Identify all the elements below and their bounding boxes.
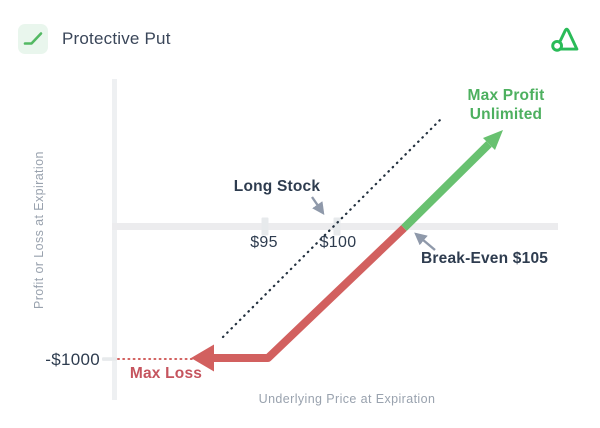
max-profit-line1: Max Profit	[467, 87, 545, 104]
payoff-shape-icon	[18, 24, 48, 54]
long-stock-dotted-line	[221, 115, 445, 339]
y-tick-neg1000	[102, 357, 117, 361]
page-title: Protective Put	[62, 29, 171, 48]
break-even-annotation: Break-Even $105	[421, 250, 549, 267]
max-loss-annotation: Max Loss	[129, 365, 203, 382]
max-profit-arrowhead	[483, 130, 503, 150]
max-loss-arrowhead	[191, 344, 214, 372]
x-tick-label-95: $95	[250, 234, 278, 251]
long-stock-pointer-arrow	[311, 196, 325, 215]
long-stock-annotation: Long Stock	[233, 178, 321, 195]
brand-logo-icon	[544, 18, 586, 60]
x-tick-95	[261, 217, 269, 236]
payoff-shape-icon-glyph	[23, 32, 43, 45]
payoff-loss-segment	[208, 225, 407, 362]
y-axis-line	[112, 79, 117, 400]
payoff-profit-segment	[401, 141, 492, 231]
break-even-pointer-arrow	[414, 232, 436, 251]
y-axis-label: Profit or Loss at Expiration	[32, 151, 46, 309]
x-tick-label-100: $100	[319, 234, 357, 251]
max-profit-annotation: Max Profit Unlimited	[445, 86, 567, 124]
x-axis-label: Underlying Price at Expiration	[258, 392, 436, 406]
y-tick-label-neg1000: -$1000	[45, 350, 100, 369]
max-profit-line2: Unlimited	[469, 106, 543, 123]
